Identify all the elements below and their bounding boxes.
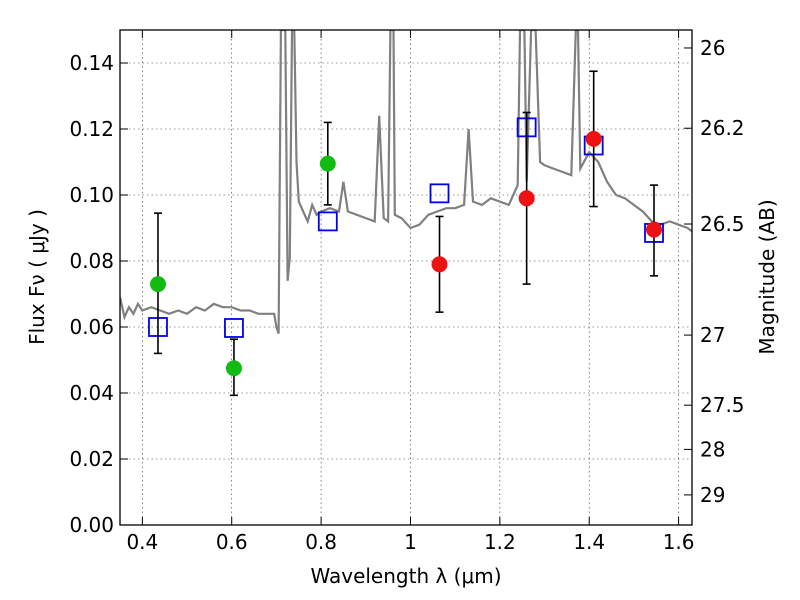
green-data-point xyxy=(225,360,242,377)
x-axis-title: Wavelength λ (μm) xyxy=(310,564,501,588)
y-tick-label: 0.14 xyxy=(69,51,114,75)
x-tick-label: 1 xyxy=(404,530,417,554)
x-tick-label: 0.8 xyxy=(305,530,337,554)
mag-tick-label: 28 xyxy=(700,437,725,461)
y-tick-label: 0.12 xyxy=(69,117,114,141)
mag-tick-label: 26 xyxy=(700,36,725,60)
x-tick-label: 0.6 xyxy=(216,530,248,554)
red-data-point xyxy=(585,130,602,147)
axis-ticks xyxy=(120,30,692,526)
red-data-point xyxy=(646,221,663,238)
data-points-layer xyxy=(148,70,664,397)
y-tick-label: 0.10 xyxy=(69,183,114,207)
y-tick-label: 0.06 xyxy=(69,315,114,339)
x-tick-label: 0.4 xyxy=(126,530,158,554)
right-axis-title: Magnitude (AB) xyxy=(755,199,779,354)
tick-labels: 0.4 0.6 0.8 1 1.2 1.4 1.6 0.00 0.02 0.04 0.06 0.08 0… xyxy=(69,36,744,554)
mag-tick-label: 27.5 xyxy=(700,393,745,417)
y-tick-label: 0.04 xyxy=(69,381,114,405)
mag-tick-label: 26.2 xyxy=(700,116,745,140)
y-axis-title: Flux Fν ( μJy ) xyxy=(25,209,49,345)
x-tick-label: 1.2 xyxy=(484,530,516,554)
plot-background xyxy=(120,30,692,525)
model-spectrum-layer xyxy=(120,30,692,334)
model-bandpass-square xyxy=(317,211,338,232)
red-data-point xyxy=(518,190,535,207)
model-bandpass-square xyxy=(429,183,450,204)
mag-tick-label: 29 xyxy=(700,483,725,507)
mag-tick-label: 27 xyxy=(700,323,725,347)
y-tick-label: 0.08 xyxy=(69,249,114,273)
red-data-point xyxy=(431,256,448,273)
x-tick-label: 1.4 xyxy=(573,530,605,554)
grid-lines xyxy=(120,30,692,525)
plot-frame xyxy=(119,29,693,526)
model-spectrum-line xyxy=(120,30,692,334)
model-bandpass-square xyxy=(224,318,244,338)
green-data-point xyxy=(319,155,336,172)
y-tick-label: 0.02 xyxy=(69,447,114,471)
green-data-point xyxy=(149,276,166,293)
x-tick-label: 1.6 xyxy=(663,530,695,554)
y-tick-label: 0.00 xyxy=(69,513,114,537)
mag-tick-label: 26.5 xyxy=(700,212,745,236)
